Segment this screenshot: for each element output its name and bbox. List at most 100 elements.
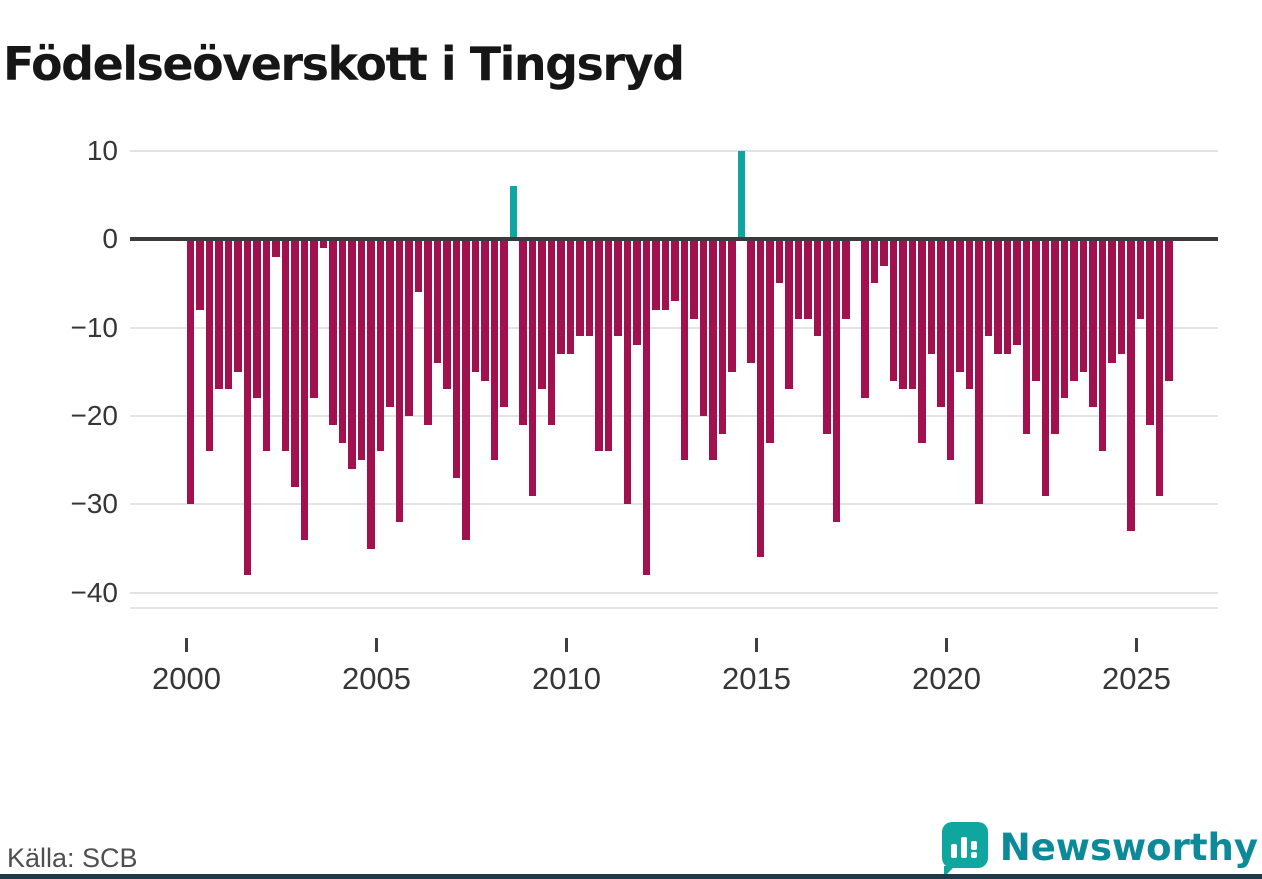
bar-2008Q3 <box>509 186 517 238</box>
bar-2014Q3 <box>737 150 745 238</box>
x-tick-2005 <box>375 638 378 652</box>
bar-2010Q1 <box>566 240 574 355</box>
newsworthy-logo-icon <box>942 822 988 877</box>
bar-2000Q4 <box>215 240 223 390</box>
y-axis-label: −30 <box>70 488 119 520</box>
source-label: Källa: SCB <box>7 843 138 873</box>
bar-2002Q3 <box>281 240 289 452</box>
bar-2023Q3 <box>1079 240 1087 372</box>
y-axis-label: −10 <box>70 311 119 343</box>
bar-2012Q3 <box>661 240 669 310</box>
bar-2022Q1 <box>1022 240 1030 434</box>
bar-2008Q2 <box>500 240 508 408</box>
bar-2004Q4 <box>367 240 375 549</box>
bar-2020Q1 <box>946 240 954 461</box>
bar-2006Q1 <box>414 240 422 293</box>
bar-2008Q1 <box>490 240 498 461</box>
x-tick-2015 <box>755 638 758 652</box>
zero-axis-line <box>130 237 1218 242</box>
bar-2007Q4 <box>481 240 489 381</box>
bar-2005Q3 <box>395 240 403 523</box>
x-axis-label: 2005 <box>342 661 411 696</box>
bar-2018Q4 <box>899 240 907 390</box>
gridline-y-20 <box>130 415 1218 417</box>
bar-2001Q1 <box>224 240 232 390</box>
bar-2022Q4 <box>1051 240 1059 434</box>
bar-2006Q4 <box>443 240 451 390</box>
x-tick-2025 <box>1135 638 1138 652</box>
bar-2004Q1 <box>338 240 346 443</box>
y-axis-label: −40 <box>70 576 119 608</box>
gridline-y10 <box>130 149 1218 152</box>
bar-2014Q1 <box>718 240 726 434</box>
page-title: Födelseöverskott i Tingsryd <box>3 36 685 91</box>
bar-2025Q1 <box>1136 240 1144 319</box>
bar-2019Q4 <box>937 240 945 408</box>
x-axis-label: 2015 <box>722 661 791 696</box>
y-axis-label: −20 <box>70 400 119 431</box>
bar-2012Q4 <box>671 240 679 302</box>
bar-2016Q1 <box>794 240 802 319</box>
bar-2018Q1 <box>870 240 878 284</box>
bar-2013Q1 <box>680 240 688 461</box>
bar-2021Q4 <box>1013 240 1021 346</box>
logo-bar-icon <box>951 844 957 858</box>
bar-2004Q2 <box>348 240 356 470</box>
bar-2005Q2 <box>386 240 394 408</box>
x-axis-line <box>130 607 1218 609</box>
bar-2015Q1 <box>756 240 764 558</box>
bar-2003Q3 <box>319 240 327 249</box>
bar-2011Q1 <box>604 240 612 452</box>
bar-2016Q3 <box>813 240 821 337</box>
bottom-accent-strip <box>0 874 1262 879</box>
bar-2002Q1 <box>262 240 270 452</box>
bar-2019Q3 <box>927 240 935 355</box>
bar-2017Q1 <box>832 240 840 523</box>
bar-2005Q4 <box>405 240 413 416</box>
bar-2000Q3 <box>205 240 213 452</box>
bar-2022Q3 <box>1041 240 1049 496</box>
bar-2025Q4 <box>1165 240 1173 381</box>
bar-2006Q2 <box>424 240 432 425</box>
bar-2001Q3 <box>243 240 251 576</box>
bar-2023Q1 <box>1060 240 1068 399</box>
bar-2003Q4 <box>329 240 337 425</box>
bar-2011Q3 <box>623 240 631 505</box>
bar-2011Q2 <box>614 240 622 337</box>
bar-2015Q2 <box>766 240 774 443</box>
brand-name: Newsworthy <box>999 826 1258 869</box>
bar-2015Q4 <box>785 240 793 390</box>
bar-2002Q2 <box>272 240 280 257</box>
bar-2010Q4 <box>595 240 603 452</box>
bar-2024Q2 <box>1108 240 1116 363</box>
bar-2021Q3 <box>1003 240 1011 355</box>
bar-2006Q3 <box>433 240 441 363</box>
bar-2018Q2 <box>880 240 888 266</box>
x-tick-2010 <box>565 638 568 652</box>
bar-2014Q4 <box>747 240 755 363</box>
bar-2009Q3 <box>547 240 555 425</box>
bar-2012Q2 <box>652 240 660 310</box>
logo-bar-icon <box>971 841 977 850</box>
bar-2021Q1 <box>984 240 992 337</box>
x-axis-label: 2010 <box>532 661 601 696</box>
bar-2024Q1 <box>1098 240 1106 452</box>
bar-2009Q4 <box>557 240 565 355</box>
bar-2001Q2 <box>234 240 242 372</box>
bar-2005Q1 <box>376 240 384 452</box>
bar-2019Q1 <box>908 240 916 390</box>
bar-2000Q2 <box>196 240 204 310</box>
bar-2025Q2 <box>1146 240 1154 425</box>
bar-2001Q4 <box>253 240 261 399</box>
bar-2003Q2 <box>310 240 318 399</box>
x-axis-label: 2025 <box>1102 661 1171 696</box>
gridline-y-30 <box>130 503 1218 506</box>
bar-2010Q3 <box>585 240 593 337</box>
bar-2002Q4 <box>291 240 299 487</box>
logo-dot-icon <box>971 852 977 858</box>
gridline-y-10 <box>130 326 1218 329</box>
bar-2010Q2 <box>576 240 584 337</box>
bar-2017Q4 <box>861 240 869 399</box>
bar-2022Q2 <box>1032 240 1040 381</box>
